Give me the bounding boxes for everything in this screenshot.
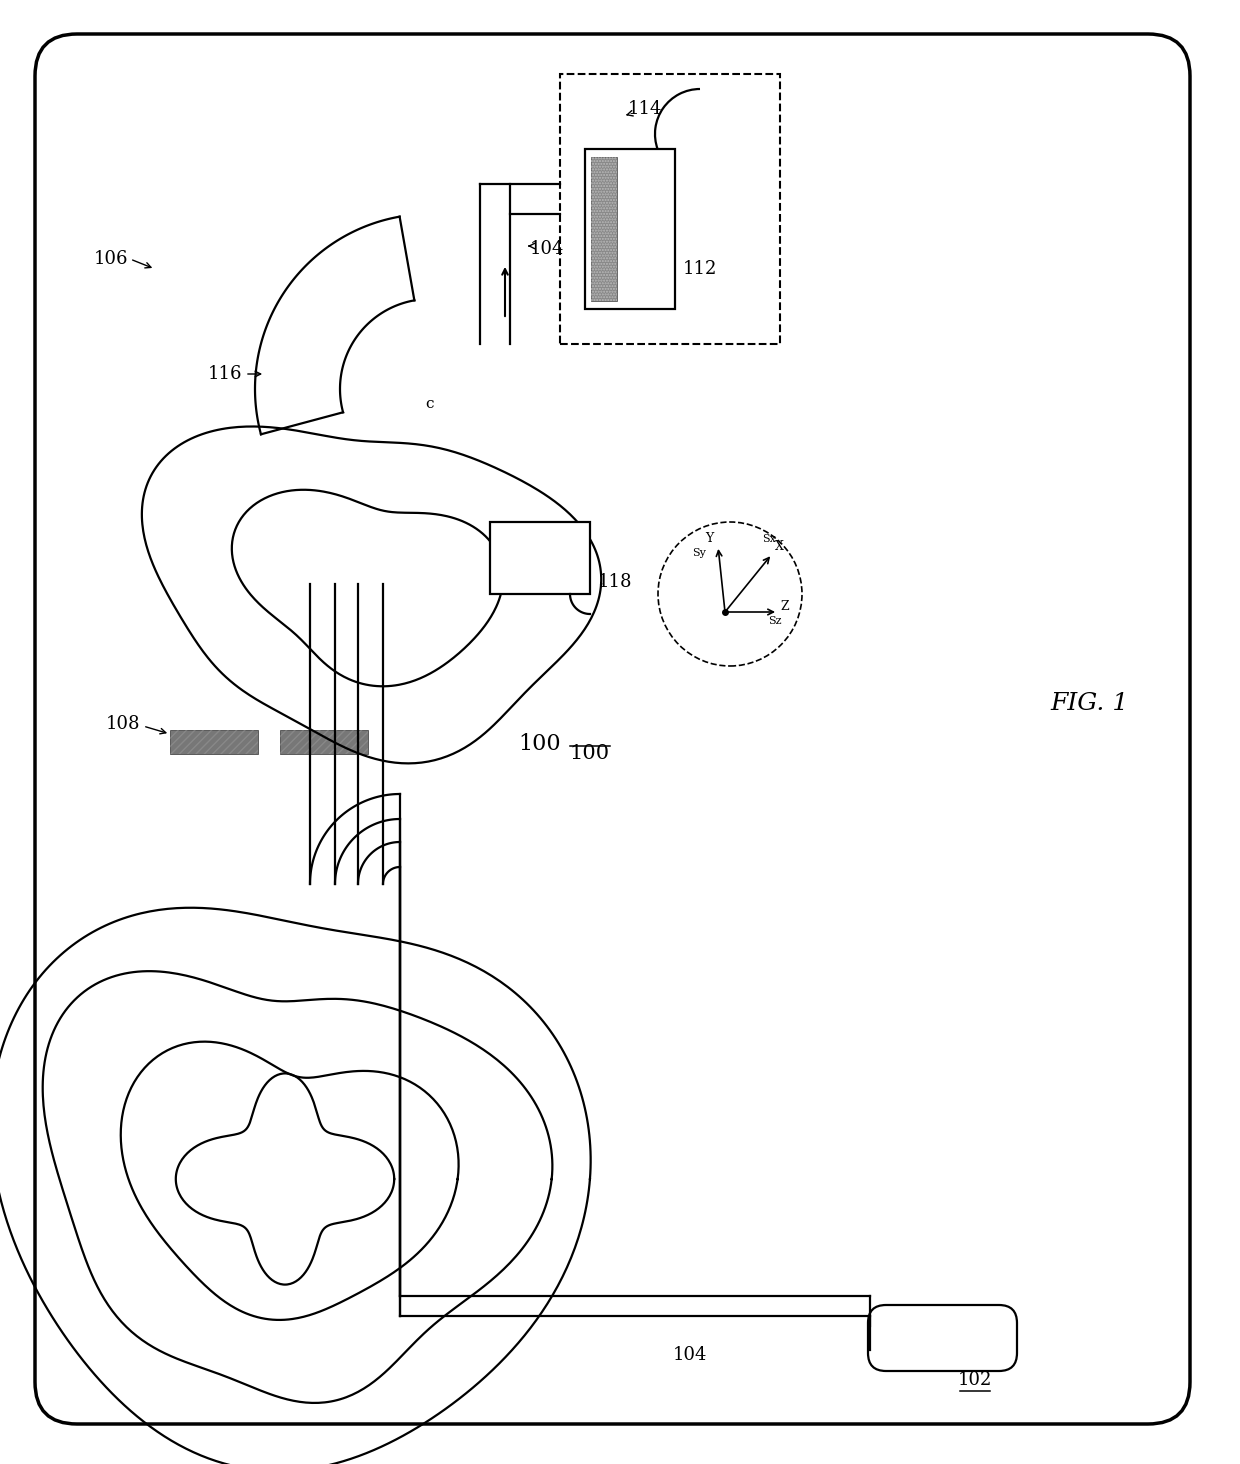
Bar xyxy=(490,523,590,594)
Bar xyxy=(170,731,258,754)
Bar xyxy=(591,157,618,302)
Text: FIG. 1: FIG. 1 xyxy=(1050,692,1130,716)
Text: 108: 108 xyxy=(105,714,140,733)
Text: 102: 102 xyxy=(957,1370,992,1389)
Text: X: X xyxy=(775,540,784,553)
Text: Sx: Sx xyxy=(763,534,776,545)
Bar xyxy=(280,731,368,754)
FancyBboxPatch shape xyxy=(35,34,1190,1424)
Text: Sy: Sy xyxy=(692,548,706,558)
Bar xyxy=(170,731,258,754)
Text: 100: 100 xyxy=(570,744,610,763)
Text: 118: 118 xyxy=(598,572,632,591)
Text: 116: 116 xyxy=(207,365,242,384)
Text: 104: 104 xyxy=(529,240,564,258)
Text: 104: 104 xyxy=(673,1345,707,1364)
Text: c: c xyxy=(425,397,434,411)
Text: Sz: Sz xyxy=(768,616,781,627)
Bar xyxy=(585,149,675,309)
Text: 114: 114 xyxy=(627,100,662,119)
Text: 106: 106 xyxy=(93,250,128,268)
Bar xyxy=(591,157,618,302)
Text: Y: Y xyxy=(706,531,713,545)
Text: Z: Z xyxy=(780,600,789,613)
Text: 100: 100 xyxy=(518,733,562,755)
Bar xyxy=(560,75,780,344)
Bar xyxy=(280,731,368,754)
Text: 112: 112 xyxy=(683,261,717,278)
FancyBboxPatch shape xyxy=(868,1304,1017,1370)
